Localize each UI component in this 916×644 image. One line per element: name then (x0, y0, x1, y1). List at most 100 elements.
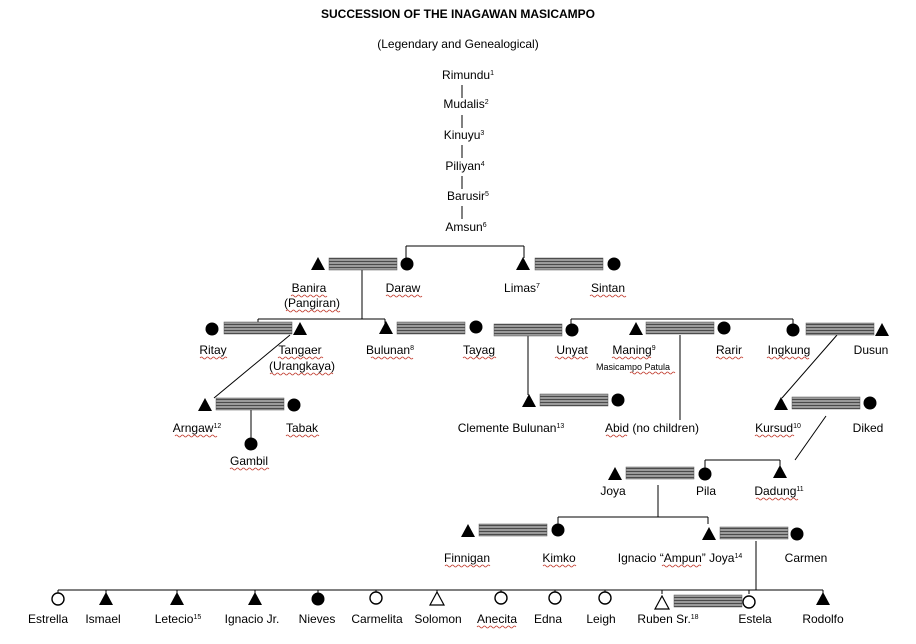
person-sintan: Sintan (591, 281, 625, 295)
marriage-bar-banira-daraw (328, 257, 398, 271)
female-open-circle-icon (548, 591, 562, 605)
female-circle-icon (698, 467, 712, 481)
person-pila: Pila (696, 484, 716, 498)
female-circle-icon (790, 527, 804, 541)
person-rarir: Rarir (716, 343, 742, 357)
marriage-bar-maning-rarir (645, 321, 715, 335)
female-circle-icon (551, 523, 565, 537)
person-abid: Abid (no children) (605, 421, 699, 435)
person-tayag: Tayag (463, 343, 495, 357)
person-joya: Joya (600, 484, 626, 498)
person-tangaer: Tangaer (278, 343, 321, 357)
person-maning: Maning9 (612, 343, 655, 357)
male-open-triangle-icon (428, 590, 446, 606)
person-gambil: Gambil (230, 454, 268, 468)
male-triangle-icon (198, 398, 212, 411)
female-circle-icon (205, 322, 219, 336)
female-circle-icon (469, 320, 483, 334)
female-circle-icon (786, 323, 800, 337)
child-ismael: Ismael (85, 612, 120, 626)
male-triangle-icon (816, 592, 830, 605)
female-circle-icon (607, 257, 621, 271)
person-dadung: Dadung11 (754, 484, 803, 498)
male-triangle-icon (311, 257, 325, 270)
person-kursud: Kursud10 (755, 421, 801, 435)
diagram-title: SUCCESSION OF THE INAGAWAN MASICAMPO (321, 7, 595, 21)
marriage-bar-kursud-diked (791, 396, 861, 410)
male-triangle-icon (379, 321, 393, 334)
male-open-triangle-icon (653, 594, 671, 610)
female-circle-icon (565, 323, 579, 337)
male-triangle-icon (516, 257, 530, 270)
person-rimundu: Rimundu1 (442, 68, 494, 82)
female-circle-icon (863, 396, 877, 410)
child-letecio: Letecio15 (155, 612, 202, 626)
person-carmen: Carmen (785, 551, 828, 565)
male-triangle-icon (461, 524, 475, 537)
person-arngaw: Arngaw12 (173, 421, 222, 435)
child-ignacio-jr: Ignacio Jr. (225, 612, 280, 626)
person-limas: Limas7 (504, 281, 540, 295)
female-open-circle-icon (598, 591, 612, 605)
legendary-line: Rimundu1 Mudalis2 Kinuyu3 Piliyan4 Barus… (442, 68, 494, 234)
female-circle-icon (717, 321, 731, 335)
person-piliyan: Piliyan4 (445, 159, 484, 173)
title-pangiran: (Pangiran) (284, 296, 340, 310)
person-daraw: Daraw (386, 281, 421, 295)
marriage-bar-limas-sintan (534, 257, 604, 271)
connector-lines (57, 245, 838, 594)
marriage-bar-ruben-estela (673, 594, 743, 608)
person-symbols (51, 257, 889, 610)
marriage-bars (215, 257, 875, 608)
person-kinuyu: Kinuyu3 (444, 128, 485, 142)
marriage-bar-joya-pila (625, 466, 695, 480)
marriage-bar-finnigan-kimko (478, 523, 548, 537)
spellcheck-underlines (174, 294, 810, 629)
marriage-bar-clemente (539, 393, 609, 407)
person-unyat: Unyat (556, 343, 588, 357)
male-triangle-icon (99, 592, 113, 605)
marriage-bar-bulunan-tayag (396, 321, 466, 335)
child-ruben-sr: Ruben Sr.18 (637, 612, 698, 626)
child-estrella: Estrella (28, 612, 68, 626)
male-triangle-icon (608, 467, 622, 480)
person-clemente-bulunan: Clemente Bulunan13 (458, 421, 565, 435)
male-triangle-icon (522, 394, 536, 407)
person-bulunan: Bulunan8 (366, 343, 414, 357)
person-tabak: Tabak (286, 421, 319, 435)
male-triangle-icon (875, 323, 889, 336)
male-triangle-icon (773, 465, 787, 478)
child-carmelita: Carmelita (351, 612, 403, 626)
child-edna: Edna (534, 612, 562, 626)
marriage-bar-tayag-unyat (493, 323, 563, 337)
person-finnigan: Finnigan (444, 551, 490, 565)
female-open-circle-icon (494, 591, 508, 605)
title-urangkaya: (Urangkaya) (269, 359, 335, 373)
person-diked: Diked (853, 421, 884, 435)
child-solomon: Solomon (414, 612, 461, 626)
female-open-circle-icon (742, 595, 756, 609)
child-nieves: Nieves (299, 612, 336, 626)
person-labels: Banira (Pangiran) Daraw Limas7 Sintan Ri… (28, 281, 888, 626)
female-circle-icon (611, 393, 625, 407)
male-triangle-icon (774, 397, 788, 410)
person-ignacio-ampun-joya: Ignacio “Ampun” Joya14 (618, 551, 743, 565)
person-kimko: Kimko (542, 551, 576, 565)
person-dusun: Dusun (854, 343, 889, 357)
male-triangle-icon (293, 322, 307, 335)
marriage-bar-ritay-tangaer (223, 321, 293, 335)
child-leigh: Leigh (586, 612, 615, 626)
child-estela: Estela (738, 612, 772, 626)
male-triangle-icon (170, 592, 184, 605)
marriage-bar-ignacio-carmen (719, 526, 789, 540)
person-amsun: Amsun6 (445, 220, 486, 234)
female-circle-icon (287, 398, 301, 412)
person-barusir: Barusir5 (447, 189, 489, 203)
title-masicampo-patula: Masicampo Patula (596, 362, 670, 372)
person-banira: Banira (292, 281, 327, 295)
male-triangle-icon (248, 592, 262, 605)
diagram-subtitle: (Legendary and Genealogical) (377, 37, 538, 51)
child-rodolfo: Rodolfo (802, 612, 844, 626)
female-circle-icon (311, 592, 325, 606)
